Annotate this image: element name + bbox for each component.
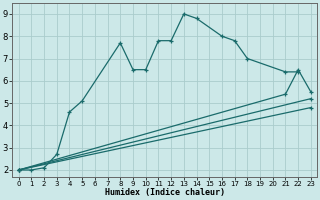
- X-axis label: Humidex (Indice chaleur): Humidex (Indice chaleur): [105, 188, 225, 197]
